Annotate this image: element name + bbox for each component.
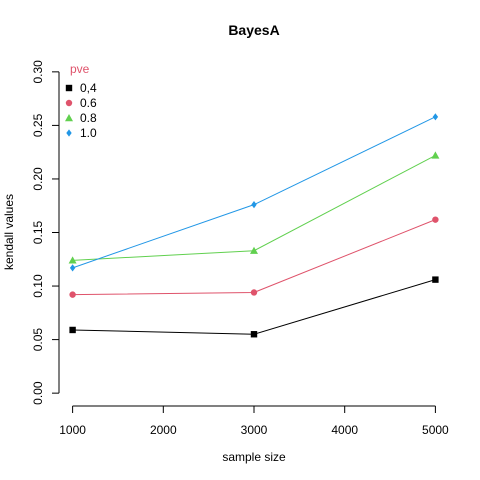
legend-marker [66,129,72,137]
y-tick-label: 0.05 [31,328,45,352]
x-tick-label: 3000 [241,423,268,437]
data-point [68,256,77,264]
data-point [69,326,76,334]
data-point [69,291,76,298]
data-point [251,201,257,209]
y-tick-label: 0.20 [31,167,45,191]
series-line-0 [72,279,436,335]
y-tick-label: 0.10 [31,274,45,298]
chart-title: BayesA [228,22,279,38]
x-tick-label: 2000 [150,423,177,437]
data-point [250,246,258,254]
legend-entry: 0.6 [80,96,97,110]
legend-marker [65,99,73,107]
x-tick-label: 1000 [59,423,86,437]
legend-entry: 0,4 [80,81,97,95]
x-tick-label: 4000 [331,423,358,437]
data-point [69,264,76,272]
legend: pve 0,40.60.81.0 [65,62,97,140]
y-tick-label: 0.00 [31,381,45,405]
legend-marker [65,114,73,122]
data-point [250,331,258,338]
x-axis-label: sample size [222,450,286,464]
legend-entry: 1.0 [80,126,97,140]
y-tick-label: 0.25 [31,113,45,137]
y-tick-label: 0.30 [31,60,45,84]
data-point [250,289,258,296]
series-line-3 [72,116,436,269]
legend-marker [65,84,73,92]
data-point [432,113,439,121]
data-point [432,216,439,223]
y-axis-label: kendall values [2,194,16,270]
y-tick-label: 0.15 [31,220,45,244]
legend-title: pve [70,62,90,76]
plot-area: 1000 2000 3000 4000 5000 0.00 0.05 0.10 0.15 0.20… [31,60,449,437]
data-point [432,276,439,283]
x-tick-label: 5000 [422,423,449,437]
legend-entry: 0.8 [80,111,97,125]
data-point [431,151,440,159]
